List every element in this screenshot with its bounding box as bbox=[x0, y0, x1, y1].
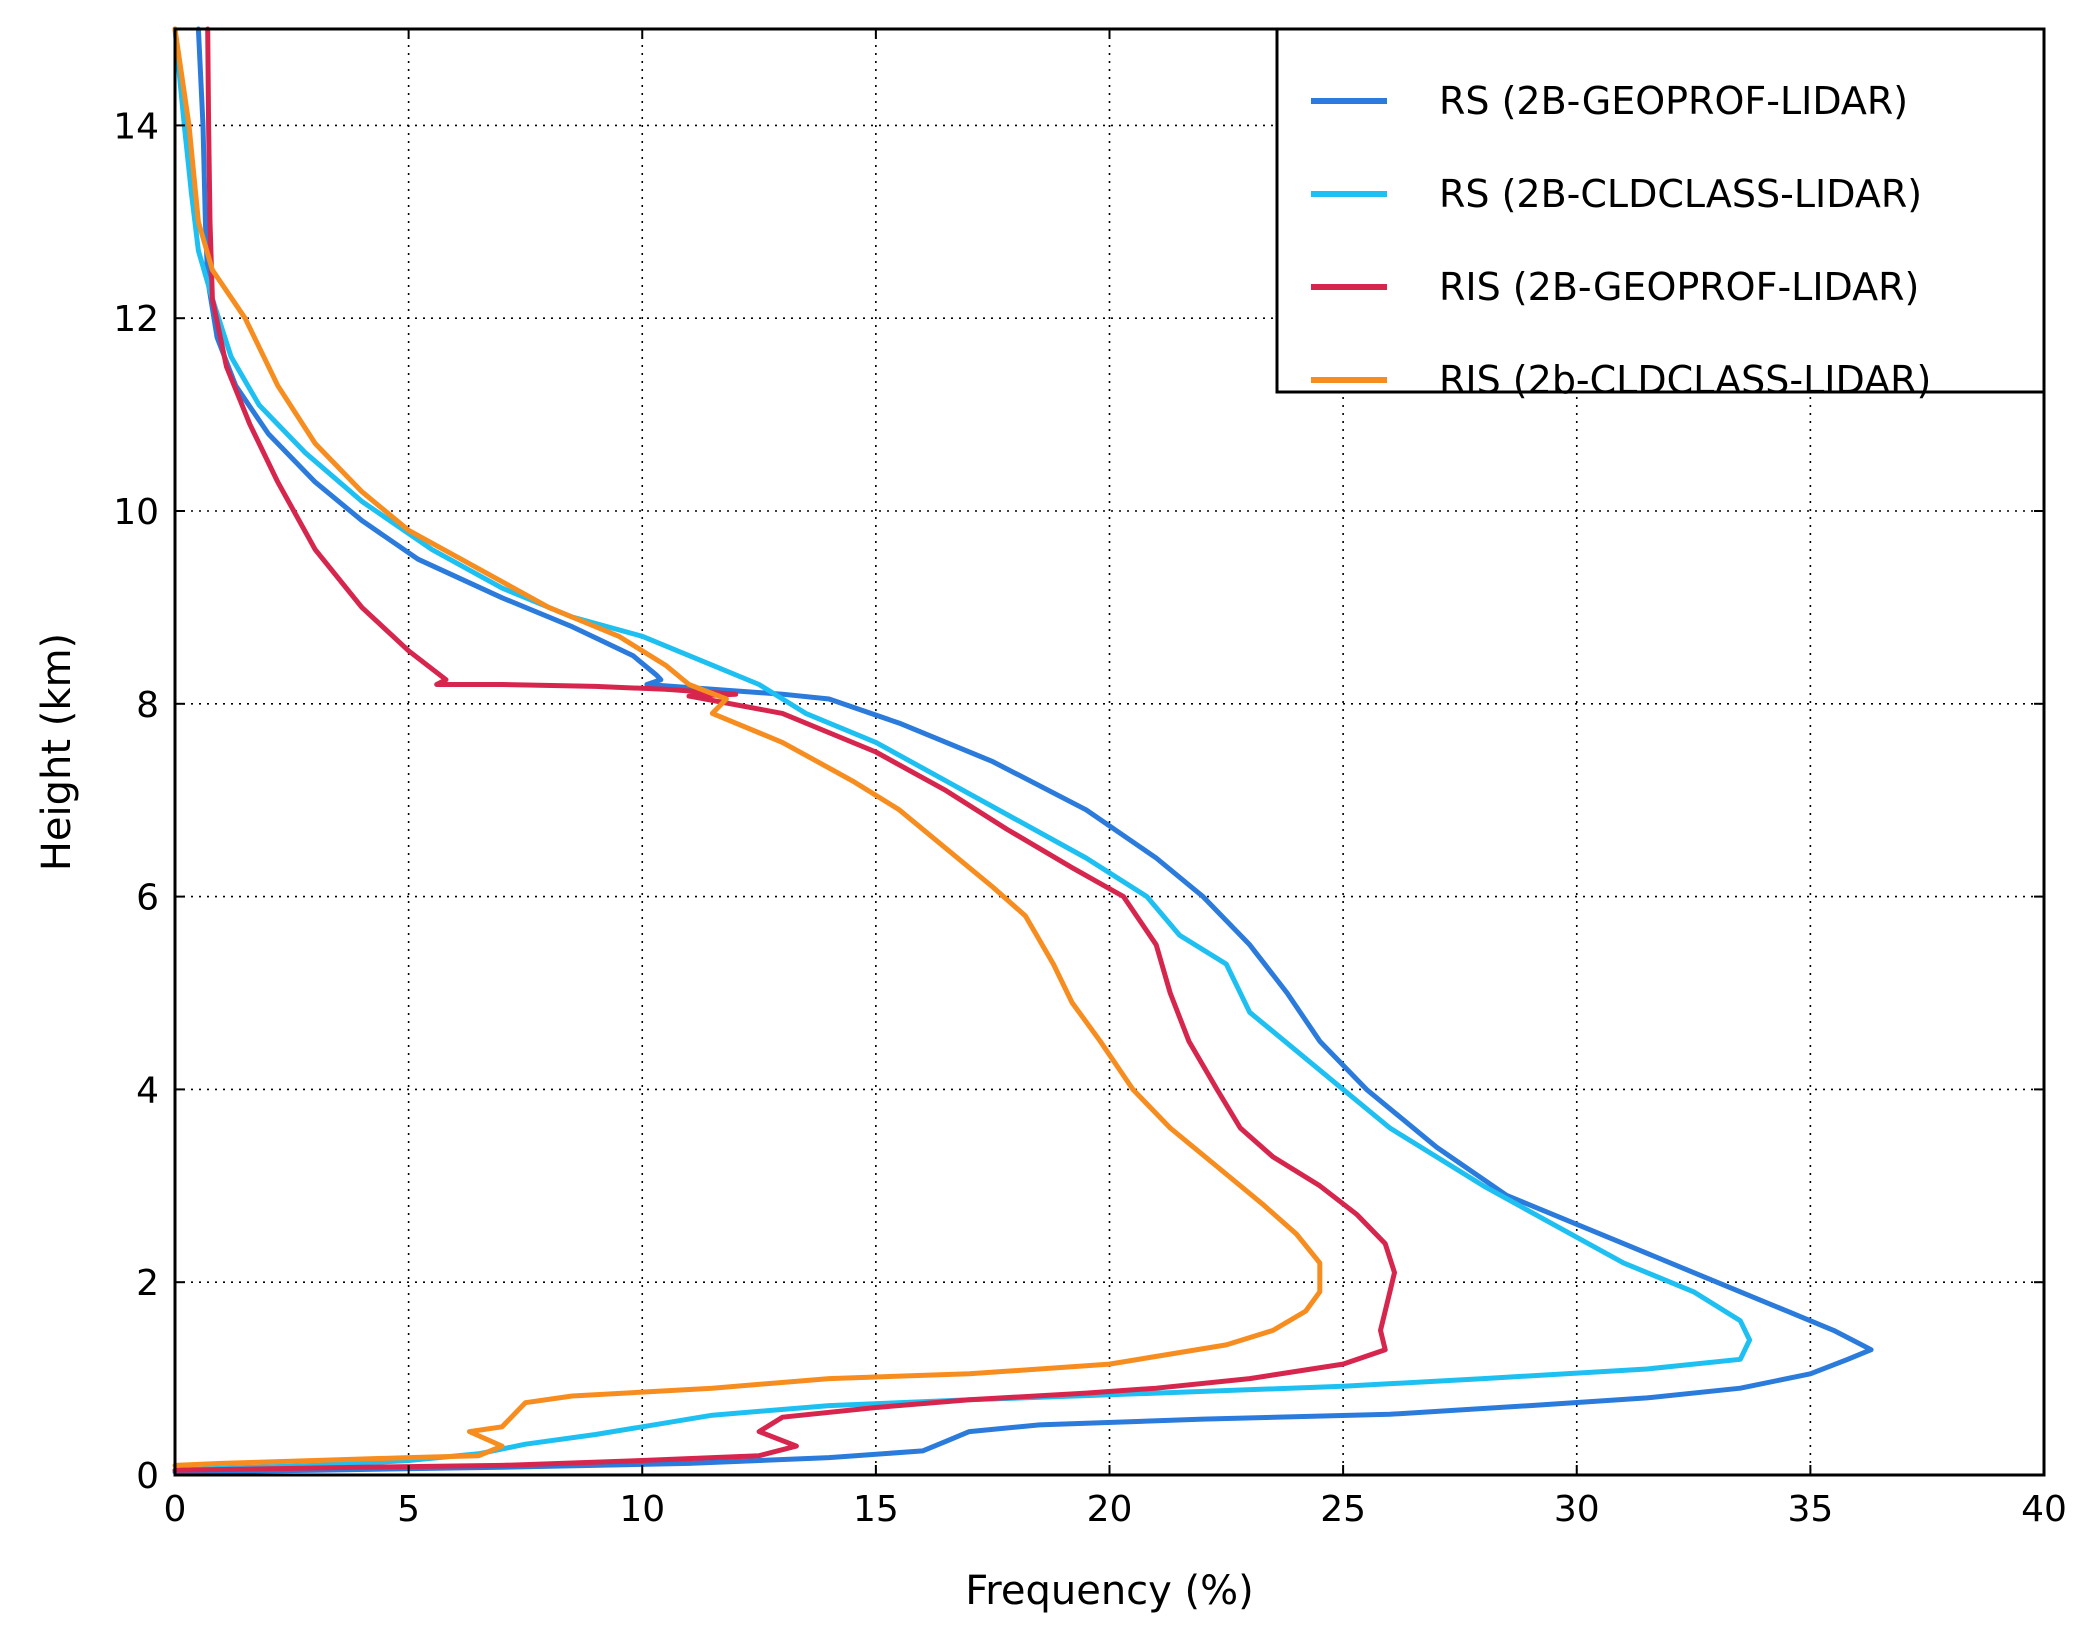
x-tick-label: 35 bbox=[1787, 1489, 1833, 1530]
y-tick-label: 12 bbox=[113, 299, 159, 340]
y-tick-label: 8 bbox=[136, 685, 159, 726]
x-tick-label: 40 bbox=[2021, 1489, 2067, 1530]
y-tick-label: 6 bbox=[136, 878, 159, 919]
series-line-3 bbox=[172, 26, 1397, 1473]
x-tick-label: 0 bbox=[164, 1489, 187, 1530]
legend-label-1: RS (2B-GEOPROF-LIDAR) bbox=[1439, 79, 1908, 123]
legend-label-2: RS (2B-CLDCLASS-LIDAR) bbox=[1439, 172, 1922, 216]
x-tick-label: 20 bbox=[1087, 1489, 1133, 1530]
series-line-4 bbox=[172, 26, 1323, 1468]
x-axis-title: Frequency (%) bbox=[965, 1568, 1254, 1614]
legend-label-3: RIS (2B-GEOPROF-LIDAR) bbox=[1439, 265, 1919, 309]
series-line-2 bbox=[172, 26, 1753, 1473]
y-tick-label: 2 bbox=[136, 1263, 159, 1304]
legend-label-4: RIS (2b-CLDCLASS-LIDAR) bbox=[1439, 358, 1931, 402]
y-tick-label: 0 bbox=[136, 1456, 159, 1497]
series-line-1 bbox=[172, 26, 1874, 1475]
x-tick-label: 5 bbox=[397, 1489, 420, 1530]
y-tick-label: 10 bbox=[113, 492, 159, 533]
x-axis-ticks: 0 5 10 15 20 25 30 35 40 bbox=[164, 29, 2067, 1530]
x-tick-label: 15 bbox=[853, 1489, 899, 1530]
legend-box bbox=[1275, 27, 2046, 394]
x-tick-label: 25 bbox=[1320, 1489, 1366, 1530]
x-tick-label: 30 bbox=[1554, 1489, 1600, 1530]
x-tick-label: 10 bbox=[619, 1489, 665, 1530]
y-axis-title: Height (km) bbox=[34, 633, 80, 871]
legend: RS (2B-GEOPROF-LIDAR) RS (2B-CLDCLASS-LID… bbox=[1275, 27, 2046, 402]
y-tick-label: 4 bbox=[136, 1070, 159, 1111]
series-layer bbox=[172, 26, 1874, 1475]
y-tick-label: 14 bbox=[113, 106, 159, 147]
